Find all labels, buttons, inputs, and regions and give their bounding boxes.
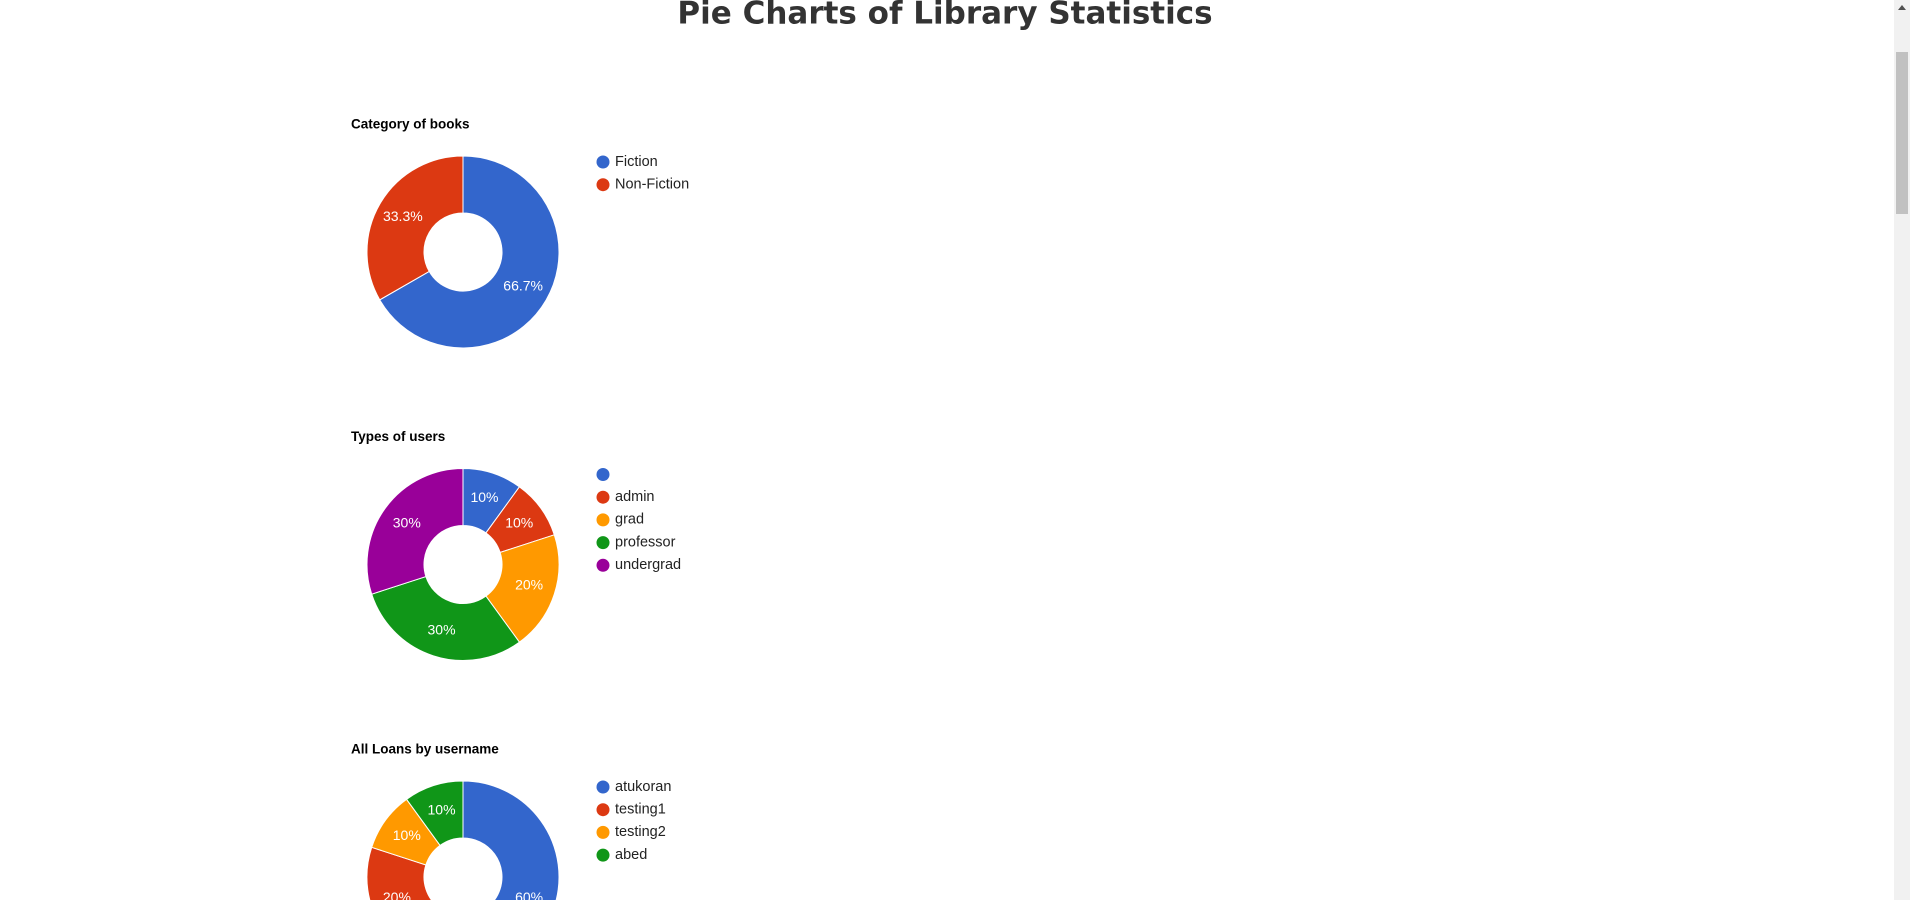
slice-label: 10%	[393, 827, 421, 843]
slice-label: 30%	[393, 514, 421, 530]
legend-marker	[596, 780, 610, 794]
legend-text: Non-Fiction	[615, 177, 689, 193]
slice-label: 20%	[515, 577, 543, 593]
pie-slice	[485, 534, 560, 643]
slice-label: 10%	[428, 802, 456, 818]
pie-slice	[462, 780, 560, 900]
chart-title: Category of books	[351, 117, 470, 132]
page-title: Pie Charts of Library Statistics	[677, 0, 1212, 32]
legend-text: grad	[615, 512, 644, 528]
scrollbar-thumb[interactable]	[1896, 52, 1908, 214]
legend-text: undergrad	[615, 557, 681, 573]
pie-slice	[371, 575, 521, 661]
pie-slice	[366, 846, 433, 900]
slice-label: 33.3%	[383, 208, 423, 224]
legend-marker	[596, 178, 610, 192]
slice-label: 30%	[428, 621, 456, 637]
legend-text: admin	[615, 489, 655, 505]
legend-marker	[596, 513, 610, 527]
legend-text: professor	[615, 534, 676, 550]
legend-marker	[596, 803, 610, 817]
legend-marker	[596, 558, 610, 572]
pie-slice	[366, 467, 464, 595]
legend-text: Fiction	[615, 154, 658, 170]
chart-title: Types of users	[351, 429, 445, 444]
slice-label: 20%	[383, 889, 411, 900]
scroll-up-arrow[interactable]	[1898, 5, 1906, 10]
pie-slice	[405, 780, 464, 847]
slice-label: 60%	[515, 889, 543, 900]
slice-label: 10%	[505, 514, 533, 530]
pie-slice	[366, 155, 464, 301]
chart-title: All Loans by username	[351, 742, 499, 757]
scrollbar-track	[1894, 0, 1910, 900]
legend-text: atukoran	[615, 779, 671, 795]
slice-label: 66.7%	[503, 278, 543, 294]
slice-label: 10%	[470, 489, 498, 505]
legend-marker	[596, 490, 610, 504]
pie-slice	[379, 155, 560, 349]
legend-marker	[596, 825, 610, 839]
legend-text: testing2	[615, 824, 666, 840]
legend-text: abed	[615, 847, 647, 863]
legend-marker	[596, 536, 610, 550]
legend-marker	[596, 848, 610, 862]
legend-marker	[596, 155, 610, 169]
legend-marker	[596, 468, 610, 481]
legend-text: testing1	[615, 802, 666, 818]
